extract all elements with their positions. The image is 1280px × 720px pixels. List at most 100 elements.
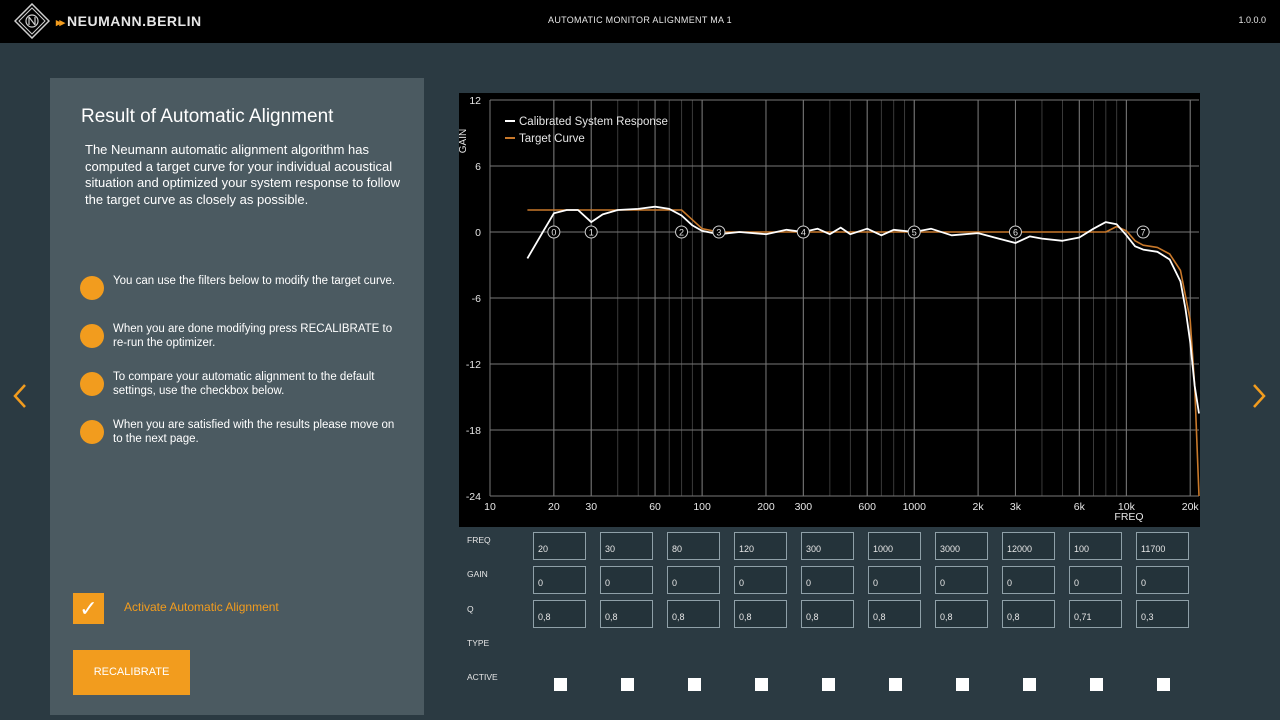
filter-active-checkbox[interactable] (621, 678, 634, 691)
filter-marker-label: 0 (551, 228, 556, 238)
q-input-filter-1[interactable]: 0,8 (600, 600, 653, 628)
brand-text: NEUMANN.BERLIN (67, 13, 202, 29)
app-title: AUTOMATIC MONITOR ALIGNMENT MA 1 (548, 15, 732, 25)
gain-input-filter-2[interactable]: 0 (667, 566, 720, 594)
q-input-filter-2[interactable]: 0,8 (667, 600, 720, 628)
gain-input-filter-4[interactable]: 0 (801, 566, 854, 594)
activate-alignment-label[interactable]: Activate Automatic Alignment (124, 600, 279, 614)
panel-title: Result of Automatic Alignment (81, 106, 334, 127)
y-tick-label: 0 (475, 227, 481, 239)
x-tick-label: 300 (795, 501, 813, 513)
q-input-filter-8[interactable]: 0,71 (1069, 600, 1122, 628)
filter-marker[interactable]: 0 (547, 225, 561, 239)
type-row-label: TYPE (467, 638, 490, 648)
freq-input-filter-2[interactable]: 80 (667, 532, 720, 560)
gain-input-filter-8[interactable]: 0 (1069, 566, 1122, 594)
q-input-filter-7[interactable]: 0,8 (1002, 600, 1055, 628)
filter-active-checkbox[interactable] (1090, 678, 1103, 691)
filter-marker[interactable]: 4 (796, 225, 810, 239)
y-tick-label: 12 (469, 95, 481, 107)
filter-marker[interactable]: 7 (1136, 225, 1150, 239)
filter-active-checkbox[interactable] (688, 678, 701, 691)
filter-marker-circle (675, 225, 689, 239)
filter-marker[interactable]: 1 (584, 225, 598, 239)
legend-label: Calibrated System Response (519, 116, 668, 128)
freq-input-filter-7[interactable]: 12000 (1002, 532, 1055, 560)
freq-input-filter-5[interactable]: 1000 (868, 532, 921, 560)
activate-alignment-checkbox[interactable]: ✓ (73, 593, 104, 624)
filter-marker[interactable]: 5 (907, 225, 921, 239)
q-input-filter-5[interactable]: 0,8 (868, 600, 921, 628)
next-page-arrow-icon[interactable] (1249, 382, 1269, 410)
target-curve-line (527, 209, 1200, 497)
x-tick-label: 10 (484, 501, 496, 513)
y-tick-label: -18 (466, 425, 481, 437)
x-tick-label: 1000 (903, 501, 927, 513)
filter-marker-label: 7 (1141, 228, 1146, 238)
filter-active-checkbox[interactable] (755, 678, 768, 691)
freq-input-filter-9[interactable]: 11700 (1136, 532, 1189, 560)
freq-input-filter-1[interactable]: 30 (600, 532, 653, 560)
freq-input-filter-3[interactable]: 120 (734, 532, 787, 560)
previous-page-arrow-icon[interactable] (10, 382, 30, 410)
freq-input-filter-4[interactable]: 300 (801, 532, 854, 560)
filter-marker-label: 3 (716, 228, 721, 238)
x-tick-label: 30 (585, 501, 597, 513)
filter-active-checkbox[interactable] (956, 678, 969, 691)
freq-input-filter-6[interactable]: 3000 (935, 532, 988, 560)
y-tick-label: 6 (475, 161, 481, 173)
filter-marker-label: 5 (912, 228, 917, 238)
calibrated-response-line (526, 205, 1200, 414)
gain-input-filter-7[interactable]: 0 (1002, 566, 1055, 594)
neumann-logo-icon (14, 3, 50, 39)
x-tick-label: 100 (693, 501, 711, 513)
step-text: To compare your automatic alignment to t… (113, 371, 375, 397)
checkmark-icon: ✓ (79, 596, 98, 621)
filter-active-checkbox[interactable] (889, 678, 902, 691)
legend-label: Target Curve (519, 133, 585, 145)
y-tick-label: -24 (466, 491, 481, 503)
gain-input-filter-6[interactable]: 0 (935, 566, 988, 594)
q-input-filter-6[interactable]: 0,8 (935, 600, 988, 628)
gain-input-filter-5[interactable]: 0 (868, 566, 921, 594)
top-bar: ▸▸ NEUMANN.BERLIN AUTOMATIC MONITOR ALIGN… (0, 0, 1280, 43)
q-input-filter-9[interactable]: 0,3 (1136, 600, 1189, 628)
gain-input-filter-3[interactable]: 0 (734, 566, 787, 594)
gain-input-filter-1[interactable]: 0 (600, 566, 653, 594)
filter-marker[interactable]: 2 (675, 225, 689, 239)
x-tick-label: 200 (757, 501, 775, 513)
step-text: When you are satisfied with the results … (113, 419, 395, 445)
freq-input-filter-0[interactable]: 20 (533, 532, 586, 560)
y-axis-label: GAIN (459, 129, 469, 153)
brand-name: ▸▸ NEUMANN.BERLIN (56, 13, 202, 29)
filter-active-checkbox[interactable] (554, 678, 567, 691)
filter-marker-circle (1008, 225, 1022, 239)
filter-active-checkbox[interactable] (1023, 678, 1036, 691)
filter-marker[interactable]: 3 (712, 225, 726, 239)
q-input-filter-4[interactable]: 0,8 (801, 600, 854, 628)
x-tick-label: 60 (649, 501, 661, 513)
filter-marker[interactable]: 6 (1008, 225, 1022, 239)
step-text: When you are done modifying press RECALI… (113, 323, 393, 349)
bullet-icon (80, 420, 104, 444)
gain-row-label: GAIN (467, 569, 488, 579)
freq-input-filter-8[interactable]: 100 (1069, 532, 1122, 560)
x-tick-label: 20k (1182, 501, 1200, 513)
filter-marker-label: 4 (801, 228, 806, 238)
bullet-icon (80, 276, 104, 300)
q-input-filter-3[interactable]: 0,8 (734, 600, 787, 628)
q-input-filter-0[interactable]: 0,8 (533, 600, 586, 628)
x-tick-label: 10k (1118, 501, 1136, 513)
filter-marker-label: 2 (679, 228, 684, 238)
filter-marker-circle (907, 225, 921, 239)
y-tick-label: -6 (472, 293, 481, 305)
y-tick-label: -12 (466, 359, 481, 371)
gain-input-filter-0[interactable]: 0 (533, 566, 586, 594)
filter-active-checkbox[interactable] (1157, 678, 1170, 691)
gain-input-filter-9[interactable]: 0 (1136, 566, 1189, 594)
bullet-icon (80, 372, 104, 396)
filter-active-checkbox[interactable] (822, 678, 835, 691)
x-tick-label: 6k (1074, 501, 1086, 513)
recalibrate-button[interactable]: RECALIBRATE (73, 650, 190, 695)
